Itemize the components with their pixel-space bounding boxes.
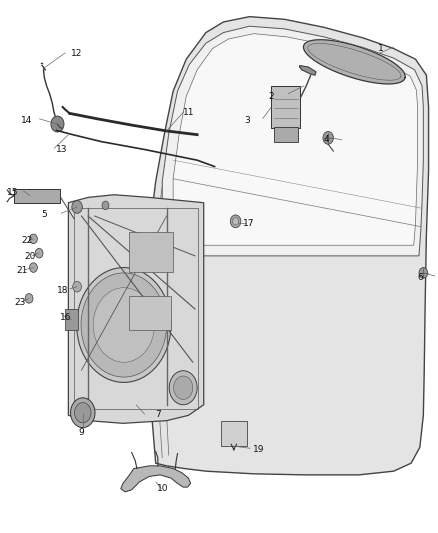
Polygon shape xyxy=(68,195,204,423)
Circle shape xyxy=(25,294,33,303)
Text: 13: 13 xyxy=(56,145,67,154)
Circle shape xyxy=(93,288,155,362)
Text: 5: 5 xyxy=(42,210,47,219)
Text: 2: 2 xyxy=(268,92,274,101)
Text: 19: 19 xyxy=(253,446,264,455)
Text: 1: 1 xyxy=(378,44,383,53)
Text: 12: 12 xyxy=(71,50,83,58)
Polygon shape xyxy=(121,466,191,492)
Text: 16: 16 xyxy=(60,312,71,321)
Text: 20: 20 xyxy=(25,253,36,261)
Bar xyxy=(274,127,297,142)
Circle shape xyxy=(73,281,81,292)
Text: 9: 9 xyxy=(78,428,85,437)
Bar xyxy=(65,309,78,330)
Bar xyxy=(130,296,171,330)
Text: 15: 15 xyxy=(7,188,19,197)
Circle shape xyxy=(419,268,427,278)
Circle shape xyxy=(72,200,82,213)
Text: 3: 3 xyxy=(244,116,250,125)
Text: 14: 14 xyxy=(21,116,32,125)
Text: 10: 10 xyxy=(156,484,168,493)
Polygon shape xyxy=(173,34,418,245)
Circle shape xyxy=(77,268,171,382)
Circle shape xyxy=(230,215,241,228)
Circle shape xyxy=(35,248,43,258)
Polygon shape xyxy=(149,17,428,475)
Text: 4: 4 xyxy=(323,135,329,144)
Text: 22: 22 xyxy=(21,237,32,246)
Bar xyxy=(130,232,173,272)
Circle shape xyxy=(173,376,193,399)
Polygon shape xyxy=(300,66,316,75)
Circle shape xyxy=(323,132,333,144)
Circle shape xyxy=(29,263,37,272)
Polygon shape xyxy=(304,40,405,84)
Circle shape xyxy=(29,234,37,244)
Circle shape xyxy=(169,370,197,405)
Circle shape xyxy=(71,398,95,427)
Bar xyxy=(14,189,60,203)
Polygon shape xyxy=(162,26,424,256)
Text: 21: 21 xyxy=(16,266,27,275)
Circle shape xyxy=(233,217,239,225)
Circle shape xyxy=(74,402,91,423)
Text: 11: 11 xyxy=(183,108,194,117)
Text: 6: 6 xyxy=(417,273,423,281)
Bar xyxy=(221,421,247,446)
Text: 18: 18 xyxy=(57,286,69,295)
Circle shape xyxy=(51,116,64,132)
Text: 17: 17 xyxy=(243,220,254,229)
Bar xyxy=(272,86,300,128)
Circle shape xyxy=(102,201,109,209)
Text: 23: 23 xyxy=(14,298,26,307)
Circle shape xyxy=(81,273,166,377)
Text: 7: 7 xyxy=(155,410,161,419)
